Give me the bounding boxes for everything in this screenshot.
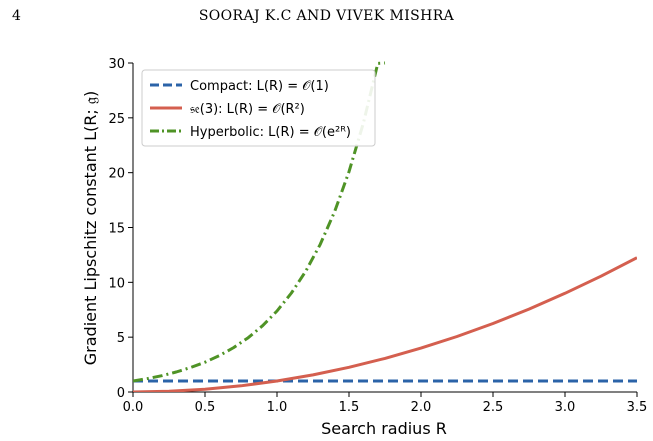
hyperbolic-series-line bbox=[133, 61, 386, 383]
x-tick-label: 2.5 bbox=[483, 400, 504, 415]
y-tick-label: 30 bbox=[108, 57, 125, 72]
y-tick-label: 5 bbox=[117, 331, 125, 346]
legend-box bbox=[141, 69, 376, 147]
y-tick-label: 15 bbox=[108, 222, 125, 237]
legend-label: Compact: L(R) = 𝒪(1) bbox=[190, 79, 329, 94]
y-axis-label: Gradient Lipschitz constant L(R; 𝔤) bbox=[81, 91, 100, 365]
x-tick-label: 3.5 bbox=[627, 400, 648, 415]
legend-label: Hyperbolic: L(R) = 𝒪(e²ᴿ) bbox=[190, 125, 351, 140]
ticks: 0.0 0.5 1.0 1.5 2.0 2.5 3.0 3.5 0 5 10 15 20 25 30 bbox=[108, 57, 647, 415]
page-header: 4 SOORAJ K.C AND VIVEK MISHRA bbox=[0, 0, 653, 40]
y-tick-label: 20 bbox=[108, 167, 125, 182]
y-tick-label: 25 bbox=[108, 112, 125, 127]
legend-label: 𝔰𝔢(3): L(R) = 𝒪(R²) bbox=[190, 102, 305, 117]
x-tick-label: 1.5 bbox=[339, 400, 360, 415]
x-tick-label: 3.0 bbox=[555, 400, 576, 415]
se3-series-line bbox=[133, 256, 637, 392]
page-number: 4 bbox=[12, 8, 21, 24]
y-tick-label: 10 bbox=[108, 276, 125, 291]
x-axis-label: Search radius R bbox=[321, 419, 447, 438]
x-tick-label: 2.0 bbox=[411, 400, 432, 415]
series-layer bbox=[133, 61, 637, 392]
legend: Compact: L(R) = 𝒪(1) 𝔰𝔢(3): L(R) = 𝒪(R²) H… bbox=[141, 69, 376, 147]
y-tick-label: 0 bbox=[117, 386, 125, 401]
running-head: SOORAJ K.C AND VIVEK MISHRA bbox=[198, 8, 455, 24]
x-tick-label: 0.5 bbox=[195, 400, 216, 415]
x-tick-label: 0.0 bbox=[123, 400, 144, 415]
x-tick-label: 1.0 bbox=[267, 400, 288, 415]
